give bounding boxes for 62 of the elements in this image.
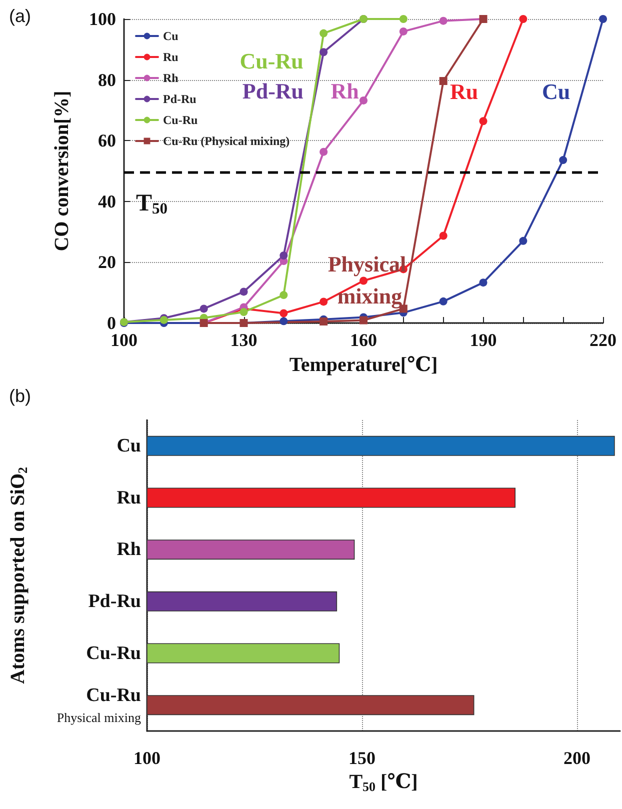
point	[479, 117, 488, 126]
y-axis-title: CO conversion[%]	[51, 90, 73, 252]
point	[320, 298, 328, 306]
point	[439, 16, 448, 25]
x-tick-label: 190	[470, 330, 497, 350]
y-tick-label: Pd-Ru	[88, 590, 142, 612]
point	[439, 297, 448, 306]
point	[479, 278, 488, 287]
point	[320, 148, 328, 156]
point	[240, 288, 248, 296]
x-tick-label: 160	[350, 330, 377, 350]
point	[320, 48, 328, 56]
point	[559, 156, 568, 164]
y-tick-label: Rh	[116, 539, 142, 560]
point	[360, 96, 368, 104]
legend-label: Rh	[163, 71, 179, 85]
point	[399, 15, 408, 23]
annotation: Cu	[542, 78, 570, 104]
point	[519, 15, 528, 23]
point	[360, 276, 368, 285]
point	[519, 236, 528, 245]
y-tick-label: 0	[107, 313, 116, 333]
x-tick-label: 100	[134, 748, 160, 768]
annotation: Pd-Ru	[242, 78, 304, 104]
point	[280, 317, 288, 326]
y-tick-label: 40	[98, 191, 116, 212]
x-tick-label: 220	[590, 330, 616, 350]
y-tick-label: 80	[98, 70, 116, 90]
point	[200, 304, 208, 313]
legend-label: Cu-Ru	[163, 113, 198, 127]
y-axis-title: Atoms supported on SiO2	[7, 466, 30, 684]
legend-label: Pd-Ru	[163, 92, 197, 106]
x-tick-label: 150	[348, 748, 376, 768]
y-tick-label: Cu-Ru	[86, 642, 142, 664]
legend-label: Ru	[163, 50, 179, 64]
point	[399, 27, 408, 36]
chart-title: (b)	[9, 386, 31, 406]
y-tick-label: Ru	[116, 487, 142, 508]
point	[280, 309, 288, 318]
point	[439, 232, 448, 240]
point	[439, 77, 448, 86]
y-tick-label: 20	[98, 252, 116, 272]
point	[280, 252, 288, 260]
y-tick-label: 100	[89, 9, 116, 29]
annotation: Ru	[450, 78, 478, 104]
x-tick-label: 130	[230, 330, 258, 350]
point	[280, 291, 288, 300]
x-tick-label: 200	[564, 748, 590, 768]
point	[240, 308, 248, 316]
legend-label: Cu	[163, 29, 179, 43]
legend-label: Cu-Ru (Physical mixing)	[163, 134, 290, 148]
point	[360, 316, 368, 324]
x-axis-title: Temperature[℃]	[289, 354, 438, 376]
annotation: Cu-Ru	[240, 48, 304, 74]
annotation: Rh	[330, 78, 359, 104]
y-tick-label: 60	[98, 130, 116, 151]
annotation: Physical mixing	[328, 251, 412, 308]
chart-title: (a)	[9, 6, 31, 26]
y-tick-label: Cu-Ru Physical mixing	[56, 685, 142, 726]
y-tick-label: Cu	[116, 435, 142, 456]
point	[599, 15, 607, 23]
point	[320, 29, 328, 38]
